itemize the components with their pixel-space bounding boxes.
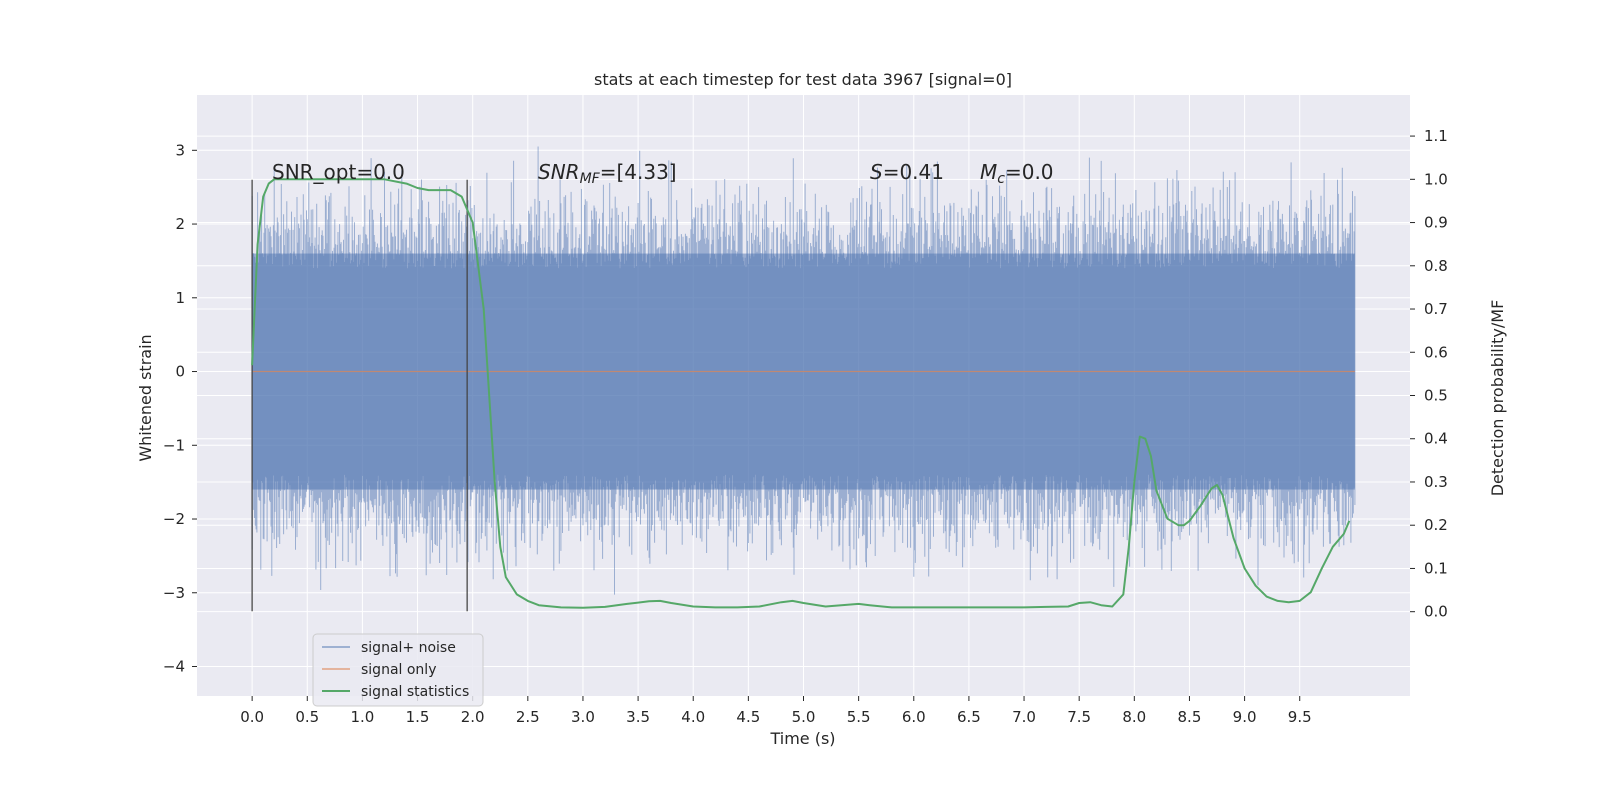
y2-tick-label: 0.9 (1424, 214, 1448, 232)
y2-tick-label: 1.1 (1424, 127, 1448, 145)
annotations: SNR_opt=0.0 SNRMF=[4.33] S=0.41 Mc=0.0 (272, 160, 1054, 187)
y2-tick-label: 0.1 (1424, 559, 1448, 577)
y2-tick-label: 0.6 (1424, 343, 1448, 361)
annotation-s: S=0.41 (870, 160, 944, 184)
x-tick-label: 0.5 (295, 708, 319, 726)
legend-label-signal-only: signal only (361, 662, 436, 678)
legend: signal+ noise signal only signal statist… (312, 633, 484, 707)
x-tick-label: 7.5 (1067, 708, 1091, 726)
x-tick-label: 1.0 (350, 708, 374, 726)
y-tick-label: −3 (163, 584, 185, 602)
x-tick-label: 0.0 (240, 708, 264, 726)
x-tick-label: 6.0 (902, 708, 926, 726)
x-tick-label: 5.5 (847, 708, 871, 726)
x-tick-label: 6.5 (957, 708, 981, 726)
x-tick-label: 8.5 (1178, 708, 1202, 726)
signal-statistics-line (251, 178, 1351, 609)
x-tick-label: 3.5 (626, 708, 650, 726)
y-tick-label: 0 (175, 363, 185, 381)
x-tick-label: 5.0 (792, 708, 816, 726)
series-signal-statistics (251, 178, 1351, 609)
legend-label-signal-statistics: signal statistics (361, 684, 469, 700)
x-tick-label: 9.0 (1233, 708, 1257, 726)
y-tick-label: −4 (163, 658, 185, 676)
x-tick-label: 2.5 (516, 708, 540, 726)
y2-axis-ticks: 1.1 1.0 0.9 0.8 0.7 0.6 0.5 0.4 0.3 0.2 0.1 0.0 (1410, 127, 1448, 621)
y-tick-label: −2 (163, 510, 185, 528)
y2-tick-label: 1.0 (1424, 170, 1448, 188)
x-tick-label: 8.0 (1122, 708, 1146, 726)
x-tick-label: 1.5 (406, 708, 430, 726)
y2-tick-label: 0.3 (1424, 473, 1448, 491)
annotation-mc: Mc=0.0 (980, 160, 1054, 187)
annotation-snr-mf: SNRMF=[4.33] (538, 160, 677, 187)
y2-tick-label: 0.4 (1424, 430, 1448, 448)
chart-title: stats at each timestep for test data 396… (594, 70, 1012, 89)
x-tick-label: 4.5 (736, 708, 760, 726)
y2-axis-label: Detection probability/MF (1488, 300, 1507, 497)
y-tick-label: 3 (175, 141, 185, 159)
y2-tick-label: 0.0 (1424, 603, 1448, 621)
y-axis-label: Whitened strain (136, 334, 155, 461)
x-axis-label: Time (s) (769, 729, 835, 748)
legend-label-signal-plus-noise: signal+ noise (361, 640, 456, 656)
y2-tick-label: 0.8 (1424, 257, 1448, 275)
x-tick-label: 4.0 (681, 708, 705, 726)
x-tick-label: 9.5 (1288, 708, 1312, 726)
x-axis-ticks: 0.0 0.5 1.0 1.5 2.0 2.5 3.0 3.5 4.0 4.5 5.0 5.5 6.0 6… (240, 696, 1312, 726)
y2-tick-label: 0.2 (1424, 516, 1448, 534)
y-axis-ticks: 3 2 1 0 −1 −2 −3 −4 (163, 141, 197, 676)
y2-tick-label: 0.7 (1424, 300, 1448, 318)
y2-tick-label: 0.5 (1424, 387, 1448, 405)
y-tick-label: −1 (163, 436, 185, 454)
vertical-markers (251, 179, 468, 612)
x-tick-label: 3.0 (571, 708, 595, 726)
legend-box (312, 633, 484, 707)
x-tick-label: 7.0 (1012, 708, 1036, 726)
x-tick-label: 2.0 (461, 708, 485, 726)
y-tick-label: 2 (175, 215, 185, 233)
annotation-snr-opt: SNR_opt=0.0 (272, 160, 405, 184)
y-tick-label: 1 (175, 289, 185, 307)
